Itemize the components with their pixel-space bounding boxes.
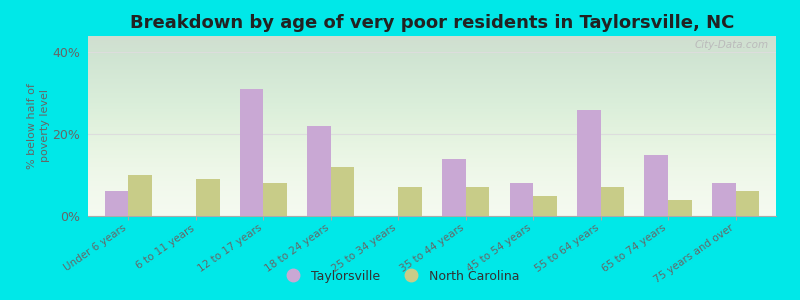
Bar	[240, 89, 263, 216]
Bar	[442, 159, 466, 216]
Bar	[645, 154, 668, 216]
Bar	[263, 183, 287, 216]
Title: Breakdown by age of very poor residents in Taylorsville, NC: Breakdown by age of very poor residents …	[130, 14, 734, 32]
Bar	[668, 200, 692, 216]
Legend: Taylorsville, North Carolina: Taylorsville, North Carolina	[276, 265, 524, 288]
Bar	[129, 175, 152, 216]
Y-axis label: % below half of
poverty level: % below half of poverty level	[26, 83, 50, 169]
Bar	[466, 188, 490, 216]
Bar	[712, 183, 735, 216]
Bar	[196, 179, 219, 216]
Bar	[577, 110, 601, 216]
Bar	[510, 183, 533, 216]
Bar	[105, 191, 129, 216]
Bar	[307, 126, 331, 216]
Bar	[601, 188, 624, 216]
Bar	[533, 196, 557, 216]
Bar	[735, 191, 759, 216]
Bar	[398, 188, 422, 216]
Text: City-Data.com: City-Data.com	[695, 40, 769, 50]
Bar	[331, 167, 354, 216]
